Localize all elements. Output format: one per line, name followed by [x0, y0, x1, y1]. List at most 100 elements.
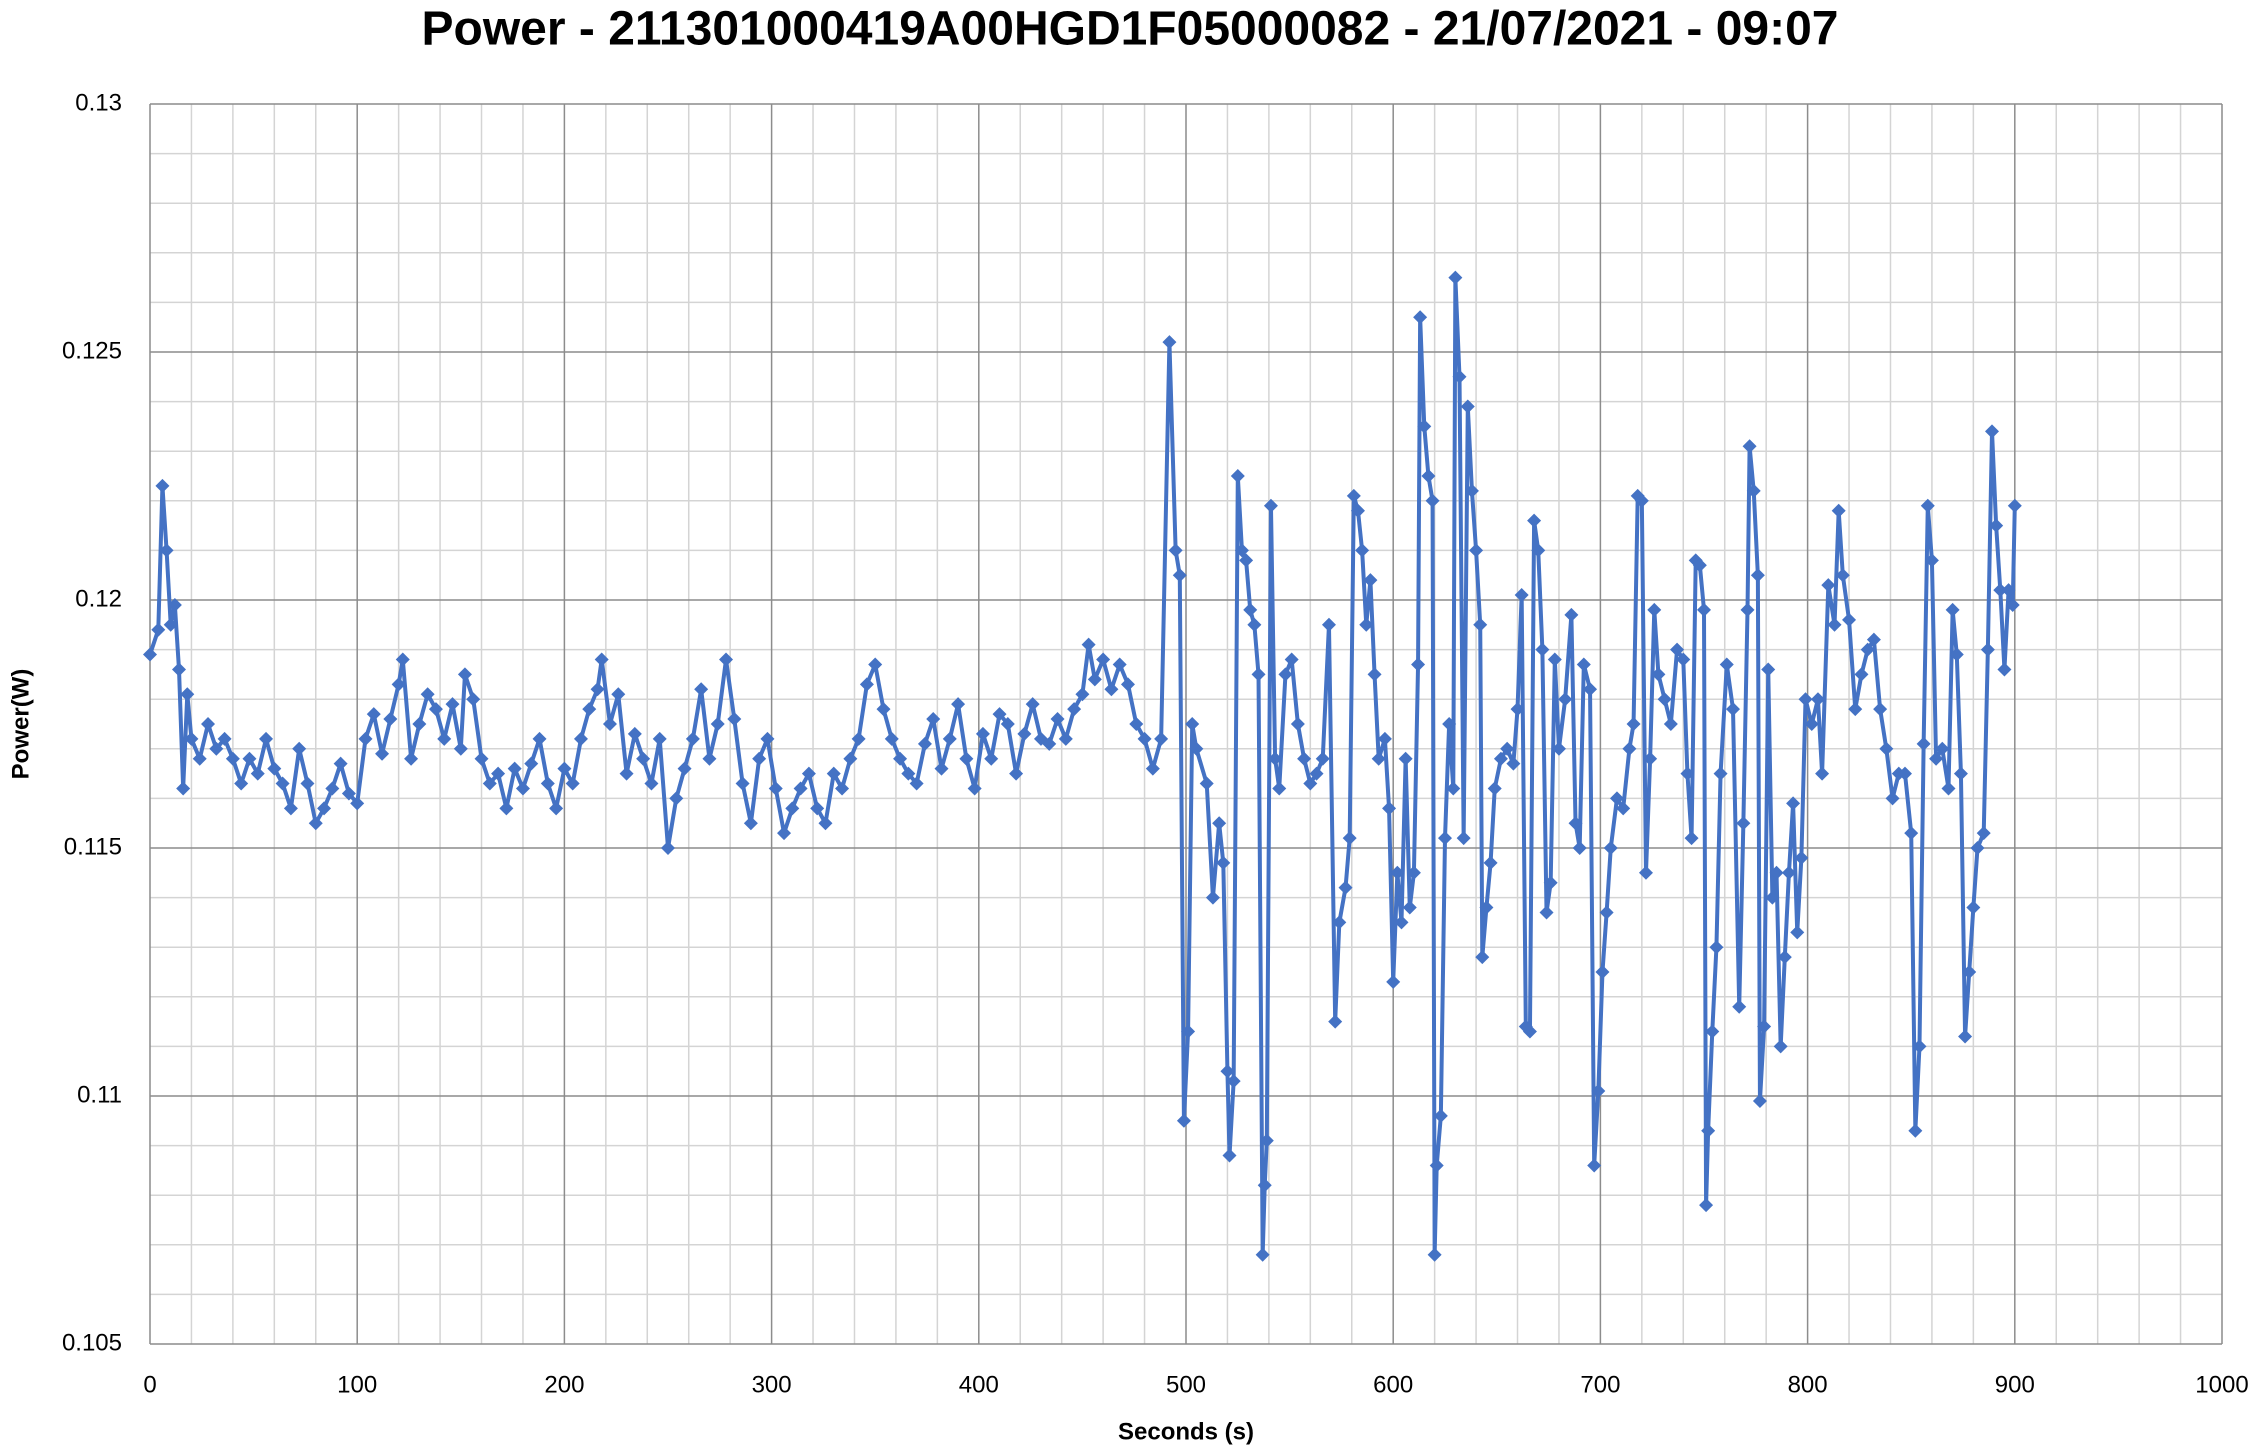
data-point — [192, 751, 207, 766]
data-point — [1058, 731, 1073, 746]
data-point — [975, 726, 990, 741]
data-point — [1402, 900, 1417, 915]
data-point — [420, 687, 435, 702]
data-point — [1551, 741, 1566, 756]
data-point — [1386, 974, 1401, 989]
data-point — [1583, 682, 1598, 697]
data-point — [1176, 1113, 1191, 1128]
data-point — [1479, 900, 1494, 915]
data-point — [826, 766, 841, 781]
y-tick-label: 0.11 — [77, 1081, 122, 1108]
data-point — [163, 617, 178, 632]
data-point — [1701, 1123, 1716, 1138]
data-point — [909, 776, 924, 791]
data-point — [1000, 717, 1015, 731]
data-point — [1442, 717, 1457, 731]
data-point — [1680, 766, 1695, 781]
data-point — [1794, 850, 1809, 865]
data-point — [1181, 1024, 1196, 1039]
data-point — [1765, 890, 1780, 905]
data-point — [1904, 826, 1919, 841]
data-point — [1786, 796, 1801, 811]
data-point — [1247, 617, 1262, 632]
data-point — [992, 707, 1007, 722]
x-tick-label: 700 — [1580, 1371, 1620, 1398]
data-point — [743, 816, 758, 831]
data-point — [1912, 1039, 1927, 1054]
data-point — [959, 751, 974, 766]
data-point — [669, 791, 684, 806]
data-point — [843, 751, 858, 766]
data-point — [308, 816, 323, 831]
data-point — [984, 751, 999, 766]
data-point — [1487, 781, 1502, 796]
data-point — [1769, 865, 1784, 880]
data-point — [242, 751, 257, 766]
data-point — [172, 662, 187, 677]
data-point — [1220, 1064, 1235, 1079]
data-point — [1854, 667, 1869, 682]
data-point — [611, 687, 626, 702]
data-point — [1860, 642, 1875, 657]
data-point — [884, 731, 899, 746]
data-point — [876, 702, 891, 717]
data-point — [1949, 647, 1964, 662]
data-point — [594, 652, 609, 667]
x-tick-label: 0 — [143, 1371, 156, 1398]
data-point — [1350, 503, 1365, 518]
data-point — [159, 543, 174, 558]
data-point — [1777, 950, 1792, 965]
data-point — [557, 761, 572, 776]
data-point — [1112, 657, 1127, 672]
data-point — [1539, 905, 1554, 920]
data-point — [1616, 801, 1631, 816]
x-tick-label: 200 — [544, 1371, 584, 1398]
data-point — [1568, 816, 1583, 831]
data-point — [1411, 657, 1426, 672]
x-tick-label: 100 — [337, 1371, 377, 1398]
data-point — [1425, 493, 1440, 508]
data-point — [283, 801, 298, 816]
data-point — [1522, 1024, 1537, 1039]
data-point — [942, 731, 957, 746]
data-point — [1603, 841, 1618, 855]
data-point — [300, 776, 315, 791]
data-point — [482, 776, 497, 791]
data-point — [209, 741, 224, 756]
data-point — [499, 801, 514, 816]
data-point — [1827, 617, 1842, 632]
data-point — [1394, 915, 1409, 930]
data-point — [810, 801, 825, 816]
data-point — [1815, 766, 1830, 781]
data-point — [325, 781, 340, 796]
data-point — [1736, 816, 1751, 831]
data-point — [619, 766, 634, 781]
data-point — [1885, 791, 1900, 806]
data-point — [1719, 657, 1734, 672]
data-point — [217, 731, 232, 746]
data-point — [1997, 662, 2012, 677]
data-point — [752, 751, 767, 766]
data-point — [515, 781, 530, 796]
data-point — [437, 731, 452, 746]
data-point — [1572, 841, 1587, 855]
data-point — [491, 766, 506, 781]
data-point — [1255, 1247, 1270, 1262]
data-point — [1752, 1093, 1767, 1108]
data-point — [250, 766, 265, 781]
data-point — [1234, 543, 1249, 558]
data-point — [1626, 717, 1641, 731]
chart-title: Power - 211301000419A00HGD1F05000082 - 2… — [421, 3, 1838, 56]
data-point — [292, 741, 307, 756]
data-point — [1338, 880, 1353, 895]
data-point — [1916, 736, 1931, 751]
data-point — [1609, 791, 1624, 806]
data-point — [694, 682, 709, 697]
data-point — [1290, 717, 1305, 731]
x-tick-label: 600 — [1373, 1371, 1413, 1398]
data-point — [1371, 751, 1386, 766]
data-point — [1390, 865, 1405, 880]
data-point — [1185, 717, 1200, 731]
data-point — [1558, 692, 1573, 707]
